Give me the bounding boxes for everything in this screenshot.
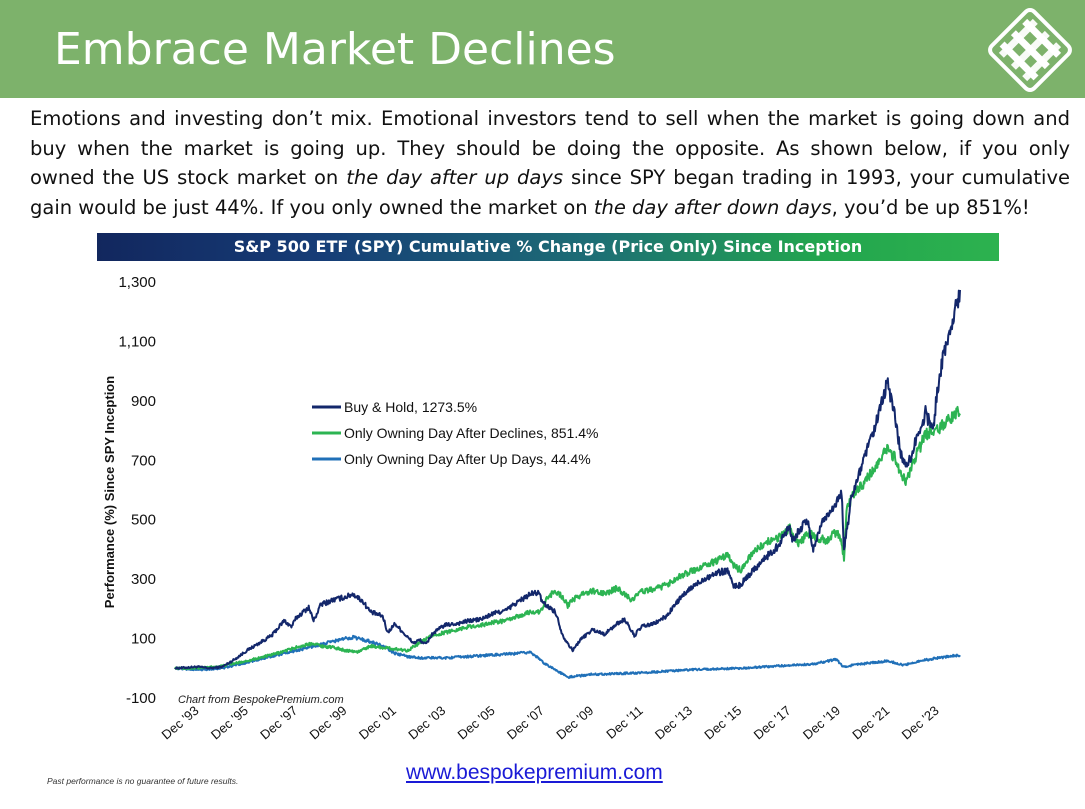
intro-line-3-b: since SPY began trading in 1993, your cu… xyxy=(563,166,1070,189)
legend-entry: Buy & Hold, 1273.5% xyxy=(344,399,477,415)
x-tick-label: Dec '13 xyxy=(652,703,695,743)
legend-entry: Only Owning Day After Declines, 851.4% xyxy=(344,425,598,441)
y-axis: -100 100 300 500 700 900 1,100 1,300 xyxy=(118,274,156,707)
y-tick-label: 500 xyxy=(131,512,156,529)
x-tick-label: Dec '23 xyxy=(899,703,942,743)
intro-line-3-a: owned the US stock market on xyxy=(30,166,347,189)
x-tick-label: Dec '19 xyxy=(800,703,843,743)
x-tick-label: Dec '05 xyxy=(455,703,498,743)
series-line xyxy=(174,405,961,671)
intro-line-3-emphasis: the day after up days xyxy=(346,166,564,189)
y-tick-label: 1,300 xyxy=(118,274,156,291)
x-tick-label: Dec '21 xyxy=(849,703,892,743)
x-tick-label: Dec '01 xyxy=(356,703,399,743)
y-tick-label: 300 xyxy=(131,571,156,588)
y-tick-label: 1,100 xyxy=(118,333,156,350)
intro-line-4-emphasis: the day after down days xyxy=(593,195,832,219)
x-tick-label: Dec '11 xyxy=(603,703,645,742)
x-tick-label: Dec '99 xyxy=(307,703,350,743)
page-title: Embrace Market Declines xyxy=(54,24,616,75)
disclaimer-text: Past performance is no guarantee of futu… xyxy=(47,776,239,786)
x-tick-label: Dec '09 xyxy=(553,703,596,743)
y-tick-label: 100 xyxy=(131,631,156,648)
intro-line-4: gain would be just 44%. If you only owne… xyxy=(30,193,1070,223)
chart-title: S&P 500 ETF (SPY) Cumulative % Change (P… xyxy=(97,233,999,261)
intro-line-4-b: , you’d be up 851%! xyxy=(831,195,1030,219)
intro-line-2: buy when the market is going up. They sh… xyxy=(30,136,1070,160)
series-lines xyxy=(174,289,961,679)
intro-line-3: owned the US stock market on the day aft… xyxy=(30,163,1070,193)
intro-paragraph: Emotions and investing don’t mix. Emotio… xyxy=(30,104,1070,222)
series-line xyxy=(174,289,961,670)
website-link[interactable]: www.bespokepremium.com xyxy=(406,761,663,784)
x-tick-label: Dec '07 xyxy=(504,703,547,743)
legend: Buy & Hold, 1273.5% Only Owning Day After… xyxy=(312,399,598,467)
y-axis-label: Performance (%) Since SPY Inception xyxy=(102,376,117,608)
series-line xyxy=(174,634,961,679)
y-tick-label: 700 xyxy=(131,452,156,469)
x-tick-label: Dec '15 xyxy=(701,703,744,743)
intro-line-4-a: gain would be just 44%. If you only owne… xyxy=(30,195,594,219)
header-bar: Embrace Market Declines xyxy=(0,0,1085,98)
y-tick-label: -100 xyxy=(126,690,156,707)
x-tick-label: Dec '95 xyxy=(208,703,251,743)
y-tick-label: 900 xyxy=(131,393,156,410)
bespoke-logo-icon xyxy=(988,8,1072,92)
x-tick-label: Dec '93 xyxy=(159,703,202,743)
legend-entry: Only Owning Day After Up Days, 44.4% xyxy=(344,451,591,467)
x-axis: Dec '93 Dec '95 Dec '97 Dec '99 Dec '01 Dec '… xyxy=(159,703,942,743)
x-tick-label: Dec '97 xyxy=(257,703,300,743)
intro-line-1: Emotions and investing don’t mix. Emotio… xyxy=(30,107,1070,130)
x-tick-label: Dec '17 xyxy=(751,703,794,743)
source-note: Chart from BespokePremium.com xyxy=(178,694,344,706)
x-tick-label: Dec '03 xyxy=(405,703,448,743)
